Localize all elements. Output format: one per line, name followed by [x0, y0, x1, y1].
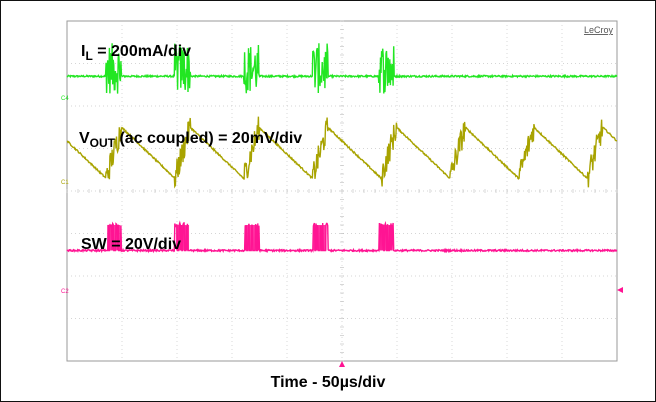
il-trace [66, 43, 618, 94]
trigger-level-marker [617, 287, 623, 293]
sw-label-main: SW = 20V/div [81, 236, 181, 253]
c2-channel-tag: C2 [61, 289, 69, 295]
brand-label: LeCroy [584, 25, 614, 35]
il-label-rest: = 200mA/div [93, 43, 191, 60]
graticule-center-ticks [66, 20, 618, 362]
il-trace-label: IL = 200mA/div [81, 43, 191, 63]
vout-trace-label: VOUT (ac coupled) = 20mV/div [79, 130, 302, 150]
sw-trace [66, 220, 618, 254]
vout-trace [66, 116, 618, 189]
sw-burst-block [175, 225, 190, 251]
vout-label-main: V [79, 130, 90, 147]
x-axis-label: Time - 50µs/div [270, 374, 386, 391]
vout-label-rest: (ac coupled) = 20mV/div [115, 130, 302, 147]
il-label-sub: L [85, 49, 92, 63]
trigger-position-marker [339, 361, 345, 367]
sw-trace-label: SW = 20V/div [81, 236, 181, 253]
vout-label-sub: OUT [90, 136, 116, 150]
sw-burst-block [313, 225, 327, 251]
c4-channel-tag: C4 [61, 96, 69, 102]
sw-burst-block [107, 225, 121, 251]
traces [66, 43, 618, 254]
il-label-main: I [81, 43, 85, 60]
oscilloscope-screen: LeCroy IL = 200mA/div VOUT (ac coupled) … [61, 20, 623, 367]
sw-burst-block [244, 225, 258, 251]
c1-channel-tag: C1 [61, 180, 69, 186]
sw-burst-block [379, 225, 393, 251]
